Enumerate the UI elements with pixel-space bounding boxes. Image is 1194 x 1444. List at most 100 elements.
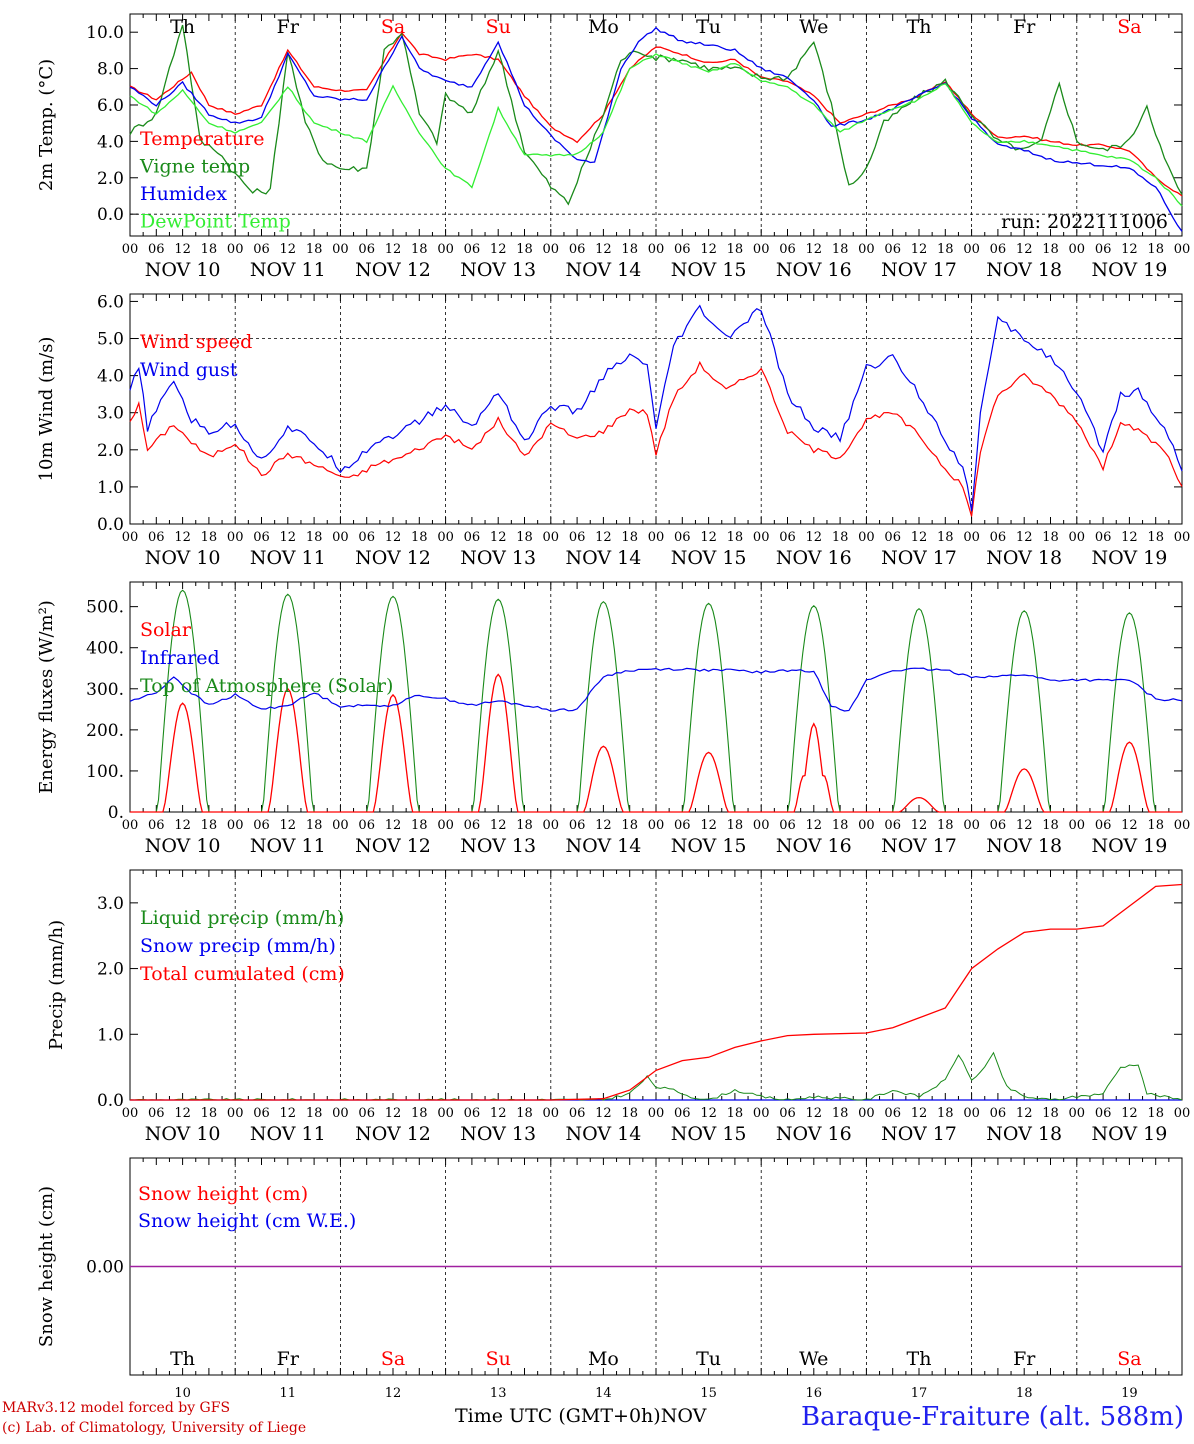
panel-2-hour-label: 18 xyxy=(201,818,218,833)
panel-1-ytick-label: 0.0 xyxy=(97,515,124,535)
snow-day-number: 17 xyxy=(911,1386,928,1401)
temp-day-name: Mo xyxy=(588,16,619,38)
panel-2-ytick-label: 200. xyxy=(86,721,124,741)
panel-3-hour-label: 00 xyxy=(543,1106,560,1121)
panel-0-hour-label: 00 xyxy=(858,242,875,257)
temp-legend-entry: Vigne temp xyxy=(139,156,250,178)
panel-0-ytick-label: 8.0 xyxy=(97,60,124,80)
precip-legend-entry: Snow precip (mm/h) xyxy=(140,935,336,957)
panel-1-ylabel: 10m Wind (m/s) xyxy=(36,337,57,482)
panel-1-hour-label: 12 xyxy=(1121,530,1138,545)
panel-2-date-label: NOV 19 xyxy=(1091,835,1167,857)
panel-0-ylabel: 2m Temp. (°C) xyxy=(36,59,57,191)
panel-1-hour-label: 18 xyxy=(832,530,849,545)
panel-0-hour-label: 06 xyxy=(358,242,375,257)
panel-2-hour-label: 06 xyxy=(358,818,375,833)
panel-0-hour-label: 18 xyxy=(621,242,638,257)
energy-legend-entry: Solar xyxy=(140,619,192,641)
panel-0-hour-label: 18 xyxy=(727,242,744,257)
panel-3-hour-label: 18 xyxy=(1042,1106,1059,1121)
panel-0-hour-label: 06 xyxy=(674,242,691,257)
snow-day-number: 13 xyxy=(490,1386,507,1401)
panel-2-hour-label: 00 xyxy=(332,818,349,833)
panel-0-hour-label: 00 xyxy=(963,242,980,257)
panel-2-hour-label: 18 xyxy=(727,818,744,833)
temp-day-name: We xyxy=(799,16,828,38)
panel-0-hour-label: 12 xyxy=(490,242,507,257)
panel-1-hour-label: 18 xyxy=(516,530,533,545)
panel-4-ylabel: Snow height (cm) xyxy=(36,1186,57,1347)
panel-1-hour-label: 12 xyxy=(280,530,297,545)
panel-2-hour-label: 06 xyxy=(464,818,481,833)
panel-3-hour-label: 06 xyxy=(253,1106,270,1121)
panel-3-hour-label: 00 xyxy=(227,1106,244,1121)
snow-day-name: We xyxy=(799,1348,828,1370)
panel-0-date-label: NOV 18 xyxy=(986,259,1062,281)
panel-3-hour-label: 12 xyxy=(385,1106,402,1121)
panel-1-hour-label: 00 xyxy=(753,530,770,545)
panel-2-hour-label: 00 xyxy=(122,818,139,833)
x-axis-month: NOV xyxy=(660,1405,707,1427)
station-name: Baraque-Fraiture (alt. 588m) xyxy=(800,1402,1184,1432)
panel-0-hour-label: 00 xyxy=(122,242,139,257)
panel-3-hour-label: 18 xyxy=(516,1106,533,1121)
panel-3-hour-label: 00 xyxy=(858,1106,875,1121)
panel-1-hour-label: 00 xyxy=(1174,530,1191,545)
panel-2-date-label: NOV 17 xyxy=(881,835,957,857)
panel-3-hour-label: 06 xyxy=(569,1106,586,1121)
wind-legend-entry: Wind gust xyxy=(140,359,238,381)
x-axis-label: Time UTC (GMT+0h)NOV xyxy=(455,1405,706,1427)
panel-1-hour-label: 06 xyxy=(674,530,691,545)
panel-2-hour-label: 12 xyxy=(280,818,297,833)
panel-0-hour-label: 18 xyxy=(411,242,428,257)
panel-2-hour-label: 12 xyxy=(1121,818,1138,833)
panel-3-date-label: NOV 19 xyxy=(1091,1123,1167,1145)
panel-2-hour-label: 18 xyxy=(1042,818,1059,833)
panel-3-date-label: NOV 15 xyxy=(671,1123,747,1145)
x-axis-title: Time UTC (GMT+0h) xyxy=(455,1405,661,1427)
panel-1-date-label: NOV 19 xyxy=(1091,547,1167,569)
panel-1-date-label: NOV 10 xyxy=(145,547,221,569)
panel-1-ytick-label: 5.0 xyxy=(97,330,124,350)
panel-2-date-label: NOV 16 xyxy=(776,835,852,857)
panel-2-hour-label: 18 xyxy=(1147,818,1164,833)
temp-day-name: Sa xyxy=(1117,16,1141,38)
panel-1-hour-label: 18 xyxy=(1042,530,1059,545)
panel-2-hour-label: 06 xyxy=(884,818,901,833)
panel-0-date-label: NOV 13 xyxy=(460,259,536,281)
snow-day-number: 14 xyxy=(595,1386,612,1401)
panel-1-hour-label: 12 xyxy=(1016,530,1033,545)
panel-2-hour-label: 12 xyxy=(385,818,402,833)
panel-1-hour-label: 12 xyxy=(806,530,823,545)
panel-1-hour-label: 18 xyxy=(1147,530,1164,545)
panel-2-hour-label: 00 xyxy=(963,818,980,833)
panel-0-date-label: NOV 15 xyxy=(671,259,747,281)
panel-3-hour-label: 06 xyxy=(148,1106,165,1121)
panel-1-hour-label: 18 xyxy=(937,530,954,545)
snow-day-name: Fr xyxy=(277,1348,300,1370)
panel-2-hour-label: 12 xyxy=(806,818,823,833)
panel-2-hour-label: 00 xyxy=(1174,818,1191,833)
panel-0-hour-label: 18 xyxy=(1042,242,1059,257)
panel-3-hour-label: 00 xyxy=(648,1106,665,1121)
panel-0-ytick-label: 2.0 xyxy=(97,169,124,189)
snow-day-number: 10 xyxy=(174,1386,191,1401)
panel-1-hour-label: 06 xyxy=(569,530,586,545)
panel-1-ytick-label: 6.0 xyxy=(97,292,124,312)
panel-3-hour-label: 12 xyxy=(1121,1106,1138,1121)
precip-legend-entry: Total cumulated (cm) xyxy=(140,963,345,985)
panel-0-date-label: NOV 11 xyxy=(250,259,326,281)
panel-2-hour-label: 18 xyxy=(516,818,533,833)
panel-3-hour-label: 18 xyxy=(621,1106,638,1121)
panel-0-hour-label: 18 xyxy=(516,242,533,257)
panel-2-date-label: NOV 18 xyxy=(986,835,1062,857)
panel-0-hour-label: 06 xyxy=(1095,242,1112,257)
panel-0-date-label: NOV 19 xyxy=(1091,259,1167,281)
energy-legend-entry: Top of Atmosphere (Solar) xyxy=(140,675,393,697)
snow-day-name: Sa xyxy=(1117,1348,1141,1370)
panel-1-ytick-label: 3.0 xyxy=(97,404,124,424)
panel-2-ytick-label: 500. xyxy=(86,598,124,618)
temp-day-name: Th xyxy=(170,16,195,38)
total-precip-series xyxy=(130,883,1183,1101)
